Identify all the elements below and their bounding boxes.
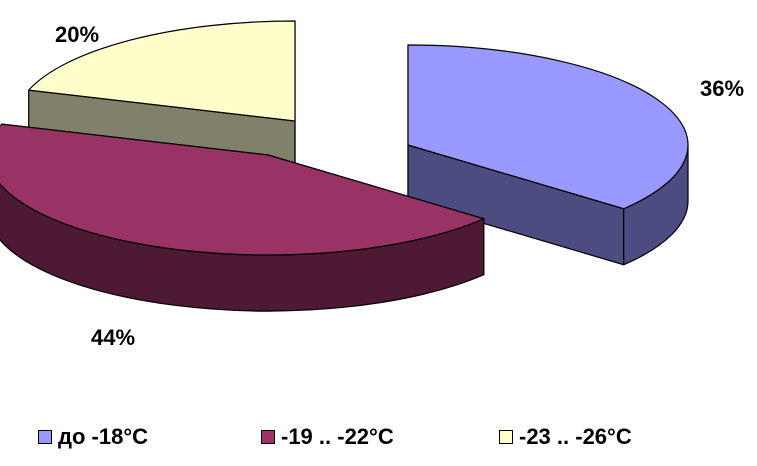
pie-slice-0-top — [407, 44, 689, 210]
legend-label-2: -23 .. -26°C — [519, 424, 632, 449]
legend-item-0: до -18°C — [38, 424, 148, 450]
pie-slice-1 — [0, 123, 485, 312]
data-label-0: 36% — [700, 76, 744, 101]
data-label-1: 44% — [91, 325, 135, 350]
legend-label-1: -19 .. -22°C — [281, 424, 394, 449]
pie-slice-1-top — [0, 123, 485, 256]
pie-slice-2-top — [28, 20, 296, 122]
legend-swatch-0 — [38, 430, 52, 444]
legend-label-0: до -18°C — [58, 424, 148, 449]
legend-item-2: -23 .. -26°C — [499, 424, 632, 450]
legend-item-1: -19 .. -22°C — [261, 424, 394, 450]
data-label-2: 20% — [55, 22, 99, 47]
legend-swatch-1 — [261, 430, 275, 444]
pie-chart: 36% 44% 20% — [0, 20, 744, 350]
pie-slice-0 — [407, 44, 689, 266]
legend: до -18°C -19 .. -22°C -23 .. -26°C — [0, 424, 757, 460]
legend-swatch-2 — [499, 430, 513, 444]
